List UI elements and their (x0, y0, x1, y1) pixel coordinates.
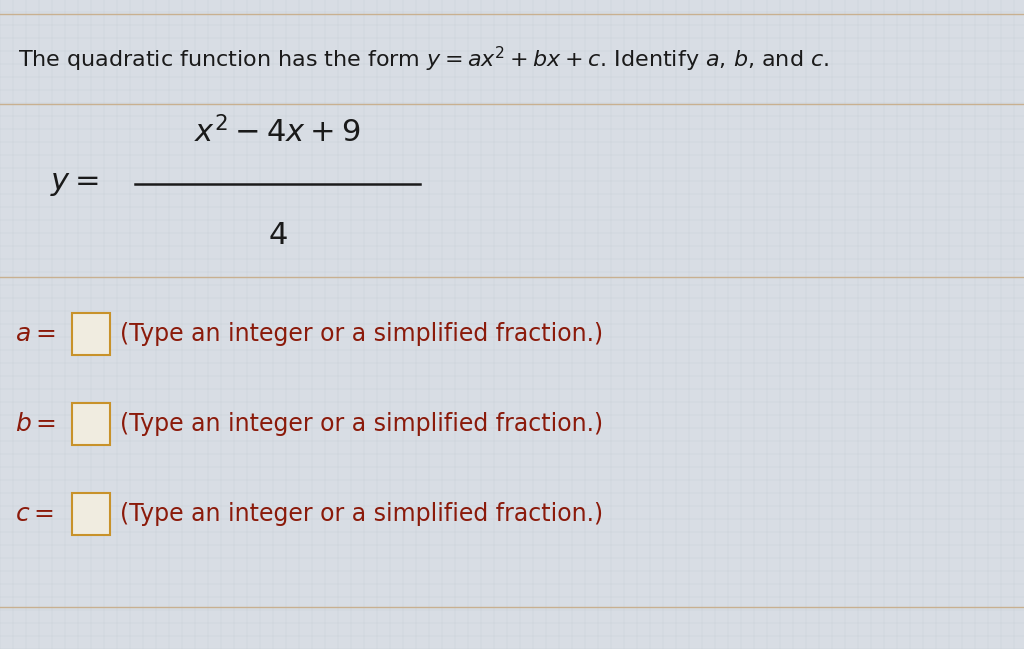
Text: $y =$: $y =$ (50, 169, 99, 199)
Text: (Type an integer or a simplified fraction.): (Type an integer or a simplified fractio… (120, 502, 603, 526)
Text: $x^2 - 4x + 9$: $x^2 - 4x + 9$ (195, 116, 360, 148)
FancyBboxPatch shape (72, 403, 110, 445)
Text: $b =$: $b =$ (15, 412, 56, 436)
Text: (Type an integer or a simplified fraction.): (Type an integer or a simplified fractio… (120, 412, 603, 436)
Text: $4$: $4$ (267, 221, 288, 251)
Text: (Type an integer or a simplified fraction.): (Type an integer or a simplified fractio… (120, 322, 603, 346)
Text: The quadratic function has the form $y = ax^2 + bx + c$. Identify $a$, $b$, and : The quadratic function has the form $y =… (18, 44, 829, 73)
FancyBboxPatch shape (72, 493, 110, 535)
FancyBboxPatch shape (72, 313, 110, 355)
Text: $c =$: $c =$ (15, 502, 54, 526)
Text: $a =$: $a =$ (15, 322, 55, 346)
